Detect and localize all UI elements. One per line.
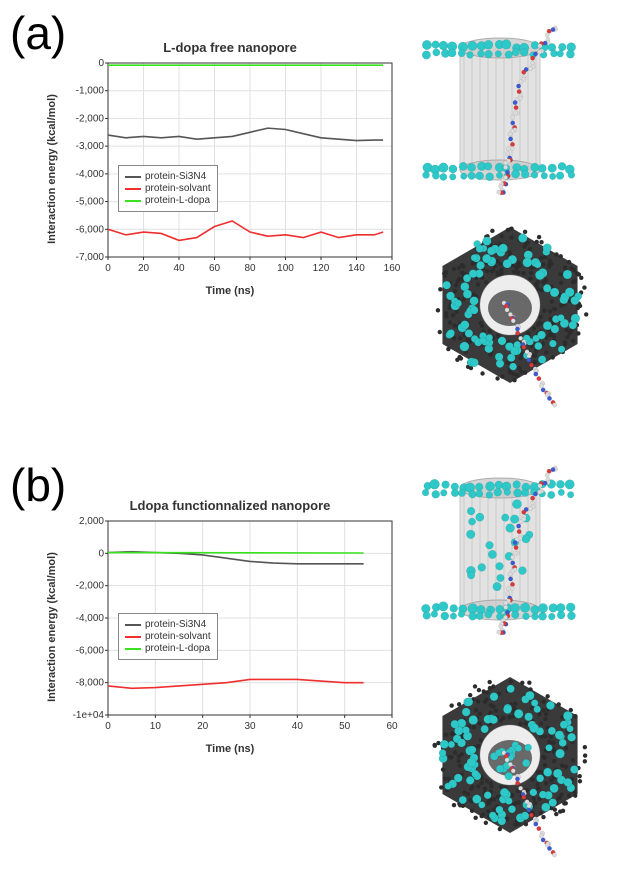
svg-text:40: 40 [292,721,304,732]
chart-a: L-dopa free nanopore Interaction energy … [60,40,400,297]
svg-text:0: 0 [105,721,111,732]
svg-text:-6,000: -6,000 [76,645,105,656]
svg-text:-1e+04: -1e+04 [73,710,105,721]
chart-a-ylabel: Interaction energy (kcal/mol) [46,69,58,269]
svg-text:0: 0 [98,58,104,69]
chart-b: Ldopa functionnalized nanopore Interacti… [60,498,400,755]
svg-text:-2,000: -2,000 [76,581,105,592]
chart-b-ylabel: Interaction energy (kcal/mol) [46,527,58,727]
chart-a-legend: protein-Si3N4protein-solvantprotein-L-do… [118,165,218,212]
sim-b-top [420,660,600,865]
svg-text:-4,000: -4,000 [76,169,105,180]
chart-b-title: Ldopa functionnalized nanopore [60,498,400,513]
svg-text:-1,000: -1,000 [76,86,105,97]
svg-text:120: 120 [313,263,330,274]
chart-b-xlabel: Time (ns) [60,743,400,755]
svg-text:50: 50 [339,721,351,732]
svg-text:-5,000: -5,000 [76,197,105,208]
svg-text:20: 20 [138,263,150,274]
svg-text:-8,000: -8,000 [76,678,105,689]
panel-label-a: (a) [10,6,66,60]
sim-b-side [420,460,600,645]
sim-a-top [420,210,600,415]
svg-text:-4,000: -4,000 [76,613,105,624]
svg-text:10: 10 [150,721,162,732]
svg-text:0: 0 [105,263,111,274]
svg-text:2,000: 2,000 [79,516,104,527]
chart-a-svg: 0 -1,000 -2,000 -3,000 -4,000 -5,000 -6,000 -7,… [60,55,400,285]
svg-text:80: 80 [244,263,256,274]
figure-container: (a) L-dopa free nanopore Interaction ene… [0,0,618,886]
svg-text:30: 30 [244,721,256,732]
svg-text:60: 60 [386,721,398,732]
svg-text:100: 100 [277,263,294,274]
svg-text:140: 140 [348,263,365,274]
svg-text:-6,000: -6,000 [76,224,105,235]
sim-a-side [420,20,600,205]
svg-text:-2,000: -2,000 [76,113,105,124]
chart-b-legend: protein-Si3N4protein-solvantprotein-L-do… [118,613,218,660]
svg-text:160: 160 [384,263,400,274]
svg-text:20: 20 [197,721,209,732]
panel-label-b: (b) [10,458,66,512]
svg-text:-3,000: -3,000 [76,141,105,152]
svg-text:40: 40 [173,263,185,274]
svg-text:60: 60 [209,263,221,274]
svg-text:0: 0 [98,548,104,559]
chart-b-svg: 2,0000-2,000-4,000-6,000-8,000-1e+040102… [60,513,400,743]
chart-a-xlabel: Time (ns) [60,285,400,297]
svg-text:-7,000: -7,000 [76,252,105,263]
chart-a-title: L-dopa free nanopore [60,40,400,55]
